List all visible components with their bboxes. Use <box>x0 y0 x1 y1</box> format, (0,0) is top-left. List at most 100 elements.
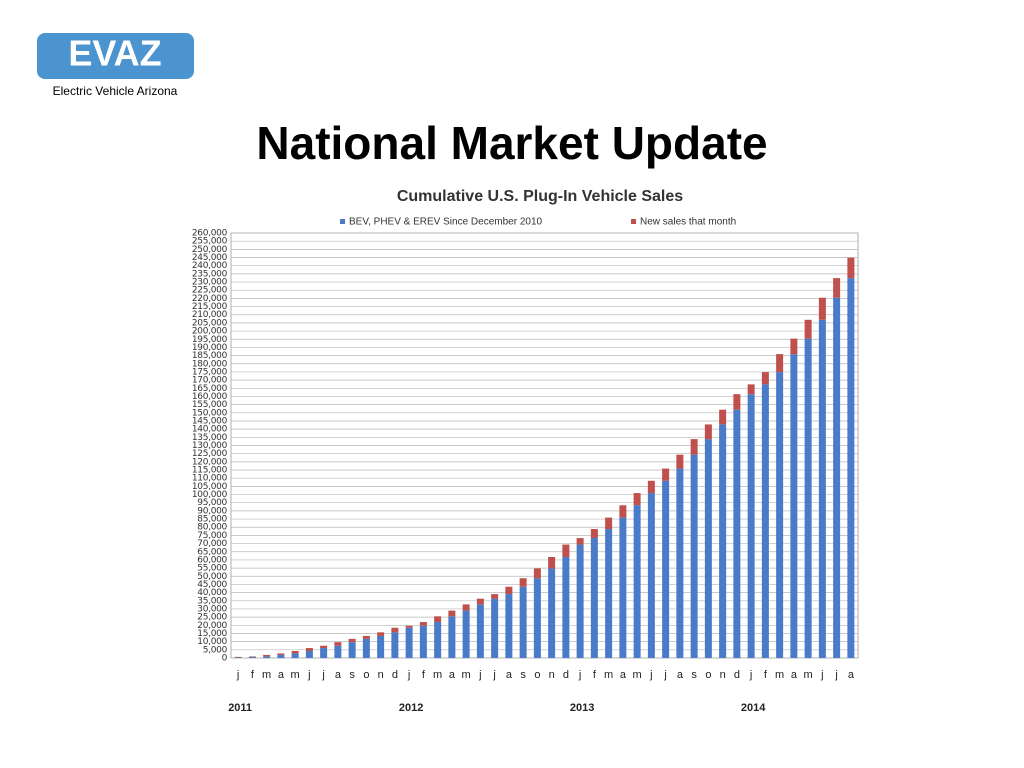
bar-segment <box>391 627 399 633</box>
bar-segment <box>590 538 598 658</box>
bar-segment <box>647 480 655 494</box>
bar-segment <box>605 517 613 530</box>
y-tick-label: 225,000 <box>192 286 228 296</box>
bar-segment <box>576 544 584 658</box>
y-tick-label: 175,000 <box>192 367 228 377</box>
x-tick-label: j <box>307 669 310 681</box>
y-tick-label: 120,000 <box>192 457 228 467</box>
bar-segment <box>391 632 399 658</box>
bar-segment <box>776 354 784 373</box>
y-tick-label: 20,000 <box>197 621 227 631</box>
y-tick-label: 15,000 <box>197 629 227 639</box>
bar-segment <box>676 468 684 658</box>
y-tick-label: 190,000 <box>192 343 228 353</box>
bar-segment <box>605 529 613 658</box>
y-tick-label: 0 <box>222 654 228 664</box>
y-tick-label: 220,000 <box>192 294 228 304</box>
legend-swatch <box>631 219 636 224</box>
bar-segment <box>633 493 641 506</box>
y-tick-label: 215,000 <box>192 302 228 312</box>
year-label: 2011 <box>228 702 252 714</box>
bar-segment <box>462 610 470 658</box>
bar-segment <box>334 645 342 658</box>
x-tick-label: j <box>663 669 666 681</box>
x-tick-label: a <box>506 669 513 681</box>
x-tick-label: s <box>691 669 697 681</box>
year-label: 2014 <box>741 702 766 714</box>
x-tick-label: j <box>749 669 752 681</box>
logo-subtitle: Electric Vehicle Arizona <box>53 84 178 98</box>
y-tick-label: 230,000 <box>192 278 228 288</box>
y-tick-label: 5,000 <box>203 645 228 655</box>
bar-segment <box>291 650 299 654</box>
y-tick-label: 65,000 <box>197 547 227 557</box>
x-tick-label: m <box>604 669 613 681</box>
bar-segment <box>362 638 370 658</box>
bar-segment <box>790 338 798 355</box>
y-tick-label: 50,000 <box>197 572 227 582</box>
bar-segment <box>491 594 499 599</box>
bar-segment <box>462 604 470 611</box>
x-tick-label: j <box>321 669 324 681</box>
bar-segment <box>505 586 513 595</box>
bar-segment <box>761 372 769 385</box>
y-tick-label: 90,000 <box>197 506 227 516</box>
legend-swatch <box>340 219 345 224</box>
y-tick-label: 125,000 <box>192 449 228 459</box>
legend-label: New sales that month <box>640 217 736 228</box>
y-tick-label: 145,000 <box>192 416 228 426</box>
x-tick-label: j <box>478 669 481 681</box>
bar-segment <box>733 394 741 410</box>
x-tick-label: n <box>720 669 726 681</box>
x-tick-label: j <box>834 669 837 681</box>
bar-segment <box>818 319 826 658</box>
bar-segment <box>818 297 826 320</box>
bar-segment <box>277 653 285 655</box>
y-tick-label: 35,000 <box>197 596 227 606</box>
x-tick-label: j <box>578 669 581 681</box>
y-tick-label: 260,000 <box>192 229 228 239</box>
bar-segment <box>833 278 841 298</box>
x-tick-label: a <box>278 669 285 681</box>
bar-segment <box>790 354 798 658</box>
x-tick-label: n <box>549 669 555 681</box>
bar-segment <box>804 338 812 658</box>
bar-segment <box>533 578 541 658</box>
bar-segment <box>491 598 499 658</box>
bar-segment <box>405 625 413 628</box>
bar-segment <box>348 638 356 643</box>
y-tick-label: 75,000 <box>197 531 227 541</box>
bar-segment <box>348 642 356 658</box>
y-tick-label: 40,000 <box>197 588 227 598</box>
y-tick-label: 150,000 <box>192 408 228 418</box>
x-tick-label: m <box>262 669 271 681</box>
y-tick-label: 25,000 <box>197 613 227 623</box>
y-tick-label: 140,000 <box>192 425 228 435</box>
x-tick-label: a <box>848 669 855 681</box>
bar-segment <box>619 505 627 518</box>
y-tick-label: 205,000 <box>192 318 228 328</box>
bar-segment <box>647 493 655 658</box>
bar-segment <box>263 654 271 657</box>
bar-segment <box>505 594 513 658</box>
bar-segment <box>662 468 670 481</box>
x-tick-label: m <box>462 669 471 681</box>
bar-segment <box>419 622 427 626</box>
x-tick-label: f <box>251 669 255 681</box>
x-tick-label: f <box>422 669 426 681</box>
x-tick-label: s <box>520 669 526 681</box>
bar-segment <box>548 568 556 658</box>
bar-segment <box>747 394 755 658</box>
x-tick-label: d <box>734 669 740 681</box>
y-tick-label: 115,000 <box>192 466 228 476</box>
bar-segment <box>719 409 727 425</box>
bar-segment <box>562 556 570 658</box>
x-tick-label: m <box>804 669 813 681</box>
y-tick-label: 80,000 <box>197 523 227 533</box>
chart-title: Cumulative U.S. Plug-In Vehicle Sales <box>397 188 683 205</box>
x-tick-label: o <box>534 669 540 681</box>
x-tick-label: s <box>349 669 355 681</box>
bar-segment <box>476 598 484 605</box>
y-tick-label: 100,000 <box>192 490 228 500</box>
x-tick-label: j <box>820 669 823 681</box>
